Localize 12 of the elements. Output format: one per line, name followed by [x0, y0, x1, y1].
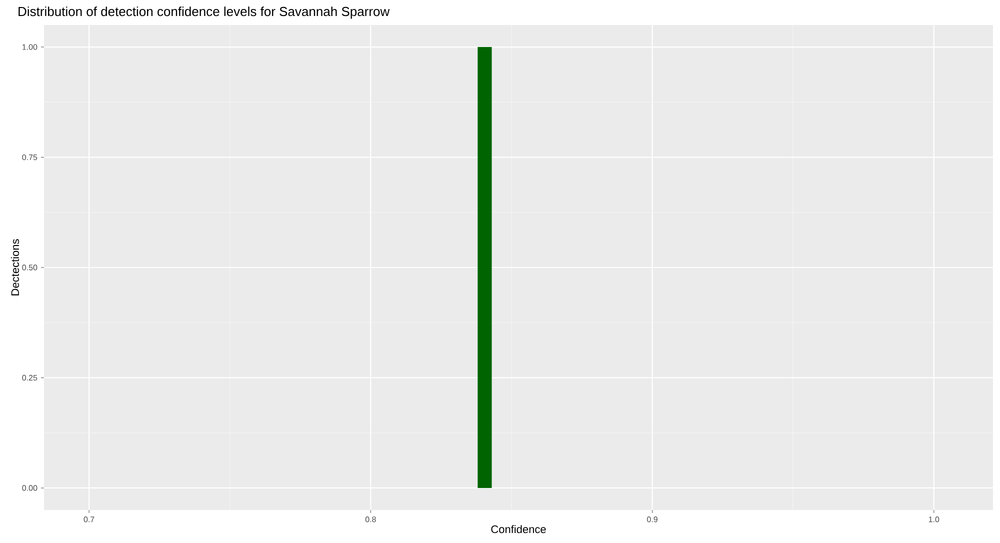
x-tick-label: 0.8 — [365, 516, 376, 522]
y-tick-label: 0.00 — [22, 485, 38, 491]
x-axis-title: Confidence — [491, 525, 546, 534]
y-tick-label: 1.00 — [22, 44, 38, 50]
x-tick-label: 0.9 — [647, 516, 658, 522]
y-tick-label: 0.75 — [22, 154, 38, 160]
y-axis-title: Dectections — [10, 239, 20, 296]
x-tick-label: 1.0 — [928, 516, 940, 522]
chart-title: Distribution of detection confidence levels for Savannah Sparrow — [18, 6, 390, 19]
x-tick-label: 0.7 — [84, 516, 94, 522]
y-tick-label: 0.25 — [22, 374, 38, 381]
y-tick-label: 0.50 — [22, 264, 38, 270]
